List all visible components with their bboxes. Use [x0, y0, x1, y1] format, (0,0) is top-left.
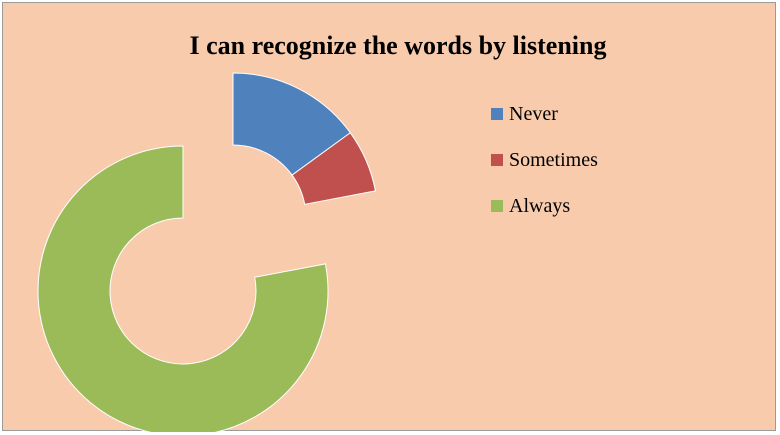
legend-item-never: Never — [491, 91, 598, 137]
slice-sometimes — [291, 132, 377, 205]
legend-label-never: Never — [509, 102, 558, 125]
legend-swatch-never — [491, 108, 503, 120]
legend-swatch-sometimes — [491, 154, 503, 166]
chart-title: I can recognize the words by listening — [189, 31, 607, 60]
legend-item-always: Always — [491, 183, 598, 229]
legend-item-sometimes: Sometimes — [491, 137, 598, 183]
slice-always — [37, 145, 329, 432]
legend-swatch-always — [491, 200, 503, 212]
legend-label-sometimes: Sometimes — [509, 148, 598, 171]
doughnut-plot — [37, 72, 377, 432]
legend-label-always: Always — [509, 194, 571, 217]
legend: Never Sometimes Always — [491, 91, 598, 229]
